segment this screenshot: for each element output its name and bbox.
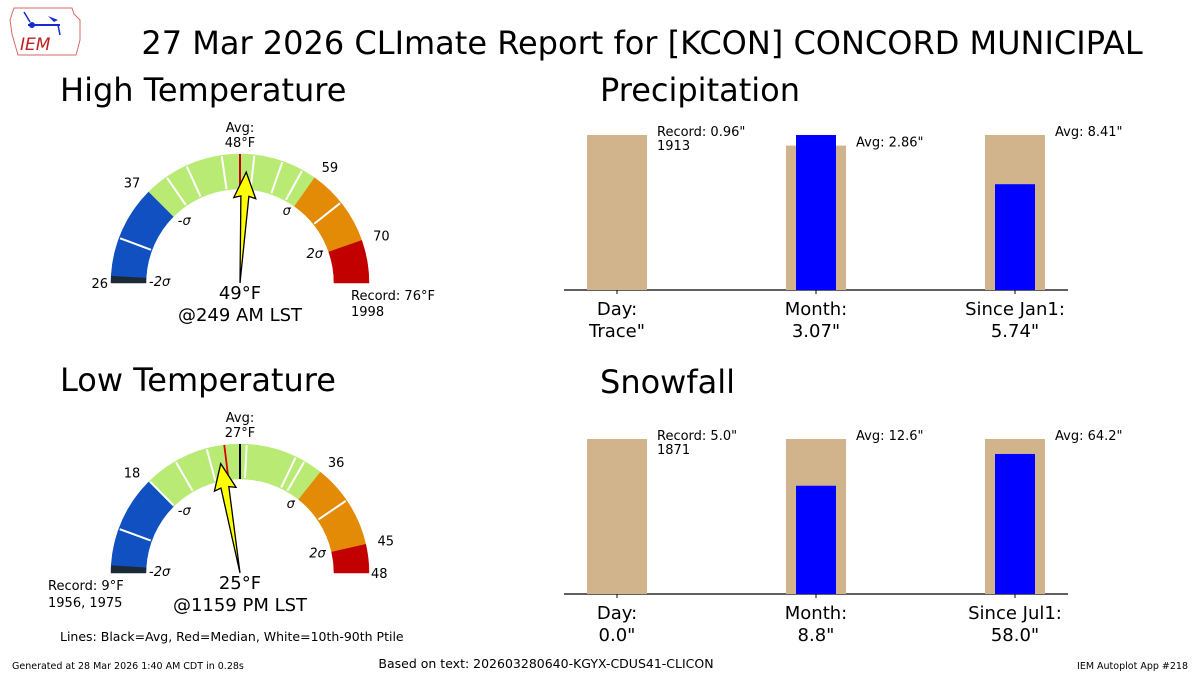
observed-value: 49°F bbox=[219, 283, 261, 304]
avg-label-value: 48°F bbox=[225, 136, 256, 151]
percentile-line bbox=[185, 166, 202, 198]
bar-annotation: Avg: 2.86" bbox=[856, 136, 924, 151]
category-label: Day: bbox=[597, 299, 637, 320]
percentile-line bbox=[270, 161, 284, 194]
observed-bar bbox=[796, 135, 836, 290]
category-value: 8.8" bbox=[798, 625, 835, 646]
lines-legend: Lines: Black=Avg, Red=Median, White=10th… bbox=[60, 629, 404, 644]
percentile-line bbox=[286, 461, 305, 492]
observed-bar bbox=[995, 184, 1035, 290]
category-value: 58.0" bbox=[991, 625, 1039, 646]
percentile-line bbox=[313, 202, 341, 225]
observed-bar bbox=[995, 453, 1035, 594]
record-label: Record: 76°F bbox=[351, 289, 435, 304]
percentile-line bbox=[149, 481, 175, 506]
percentile-line bbox=[166, 177, 187, 206]
gauge-sigma-label: -2σ bbox=[149, 565, 171, 580]
iem-logo: IEM bbox=[9, 7, 81, 56]
precipitation-bar-chart: Day:Trace" Record: 0.96"1913 Month:3.07" Av… bbox=[564, 125, 1123, 342]
bar-annotation: 1913 bbox=[657, 139, 690, 154]
panel-title-snowfall: Snowfall bbox=[600, 363, 735, 401]
gauge-sigma-label: 2σ bbox=[309, 546, 326, 561]
needle-arrow bbox=[213, 462, 241, 574]
needle-arrow bbox=[232, 170, 257, 284]
bar-annotation: Record: 0.96" bbox=[657, 125, 745, 140]
gauge-tick-label: 37 bbox=[124, 176, 141, 191]
gauge-tick-label: 45 bbox=[377, 535, 394, 550]
gauge-sigma-label: -σ bbox=[178, 214, 192, 229]
gauge-tick-label: 18 bbox=[124, 466, 141, 481]
bar-annotation: Avg: 64.2" bbox=[1055, 429, 1123, 444]
page-title: 27 Mar 2026 CLImate Report for [KCON] CO… bbox=[141, 24, 1142, 62]
gauge-sigma-label: σ bbox=[287, 497, 296, 512]
gauge-band-red bbox=[328, 240, 370, 284]
percentile-line bbox=[280, 457, 297, 488]
category-label: Month: bbox=[785, 299, 847, 320]
percentile-line bbox=[205, 449, 217, 482]
high-temperature-gauge: 26 37 59 70 -2σ -σ σ 2σ Avg:48°F 49°F@249 AM LST R… bbox=[91, 121, 435, 326]
observed-value: 25°F bbox=[219, 573, 261, 594]
gauge-tick-label: 36 bbox=[328, 456, 345, 471]
category-label: Day: bbox=[597, 603, 637, 624]
gauge-tick-label: 48 bbox=[371, 567, 388, 582]
panel-title-precipitation: Precipitation bbox=[600, 71, 800, 109]
gauge-sigma-label: -2σ bbox=[149, 275, 171, 290]
gauge-sigma-label: -σ bbox=[178, 504, 192, 519]
logo-text: IEM bbox=[20, 35, 51, 55]
gauge-band-red bbox=[331, 543, 370, 574]
gauge-sigma-label: σ bbox=[283, 204, 292, 219]
app-id: IEM Autoplot App #218 bbox=[1077, 661, 1188, 672]
category-label: Since Jul1: bbox=[968, 603, 1062, 624]
avg-label-caption: Avg: bbox=[226, 411, 254, 426]
avg-label-caption: Avg: bbox=[226, 121, 254, 136]
generated-timestamp: Generated at 28 Mar 2026 1:40 AM CDT in … bbox=[12, 661, 244, 672]
record-year: 1956, 1975 bbox=[48, 596, 122, 611]
percentile-line bbox=[285, 170, 303, 201]
bar-annotation: 1871 bbox=[657, 443, 690, 458]
reference-bar bbox=[587, 135, 647, 290]
gauge-tick-label: 59 bbox=[322, 161, 339, 176]
panel-title-high-temperature: High Temperature bbox=[60, 71, 346, 109]
category-label: Since Jan1: bbox=[965, 299, 1065, 320]
observed-bar bbox=[796, 485, 836, 594]
percentile-line bbox=[175, 461, 194, 492]
avg-label-value: 27°F bbox=[225, 426, 256, 441]
record-year: 1998 bbox=[351, 305, 384, 320]
category-value: 0.0" bbox=[599, 625, 636, 646]
bar-annotation: Avg: 8.41" bbox=[1055, 125, 1123, 140]
gauge-tick-label: 26 bbox=[91, 277, 108, 292]
record-label: Record: 9°F bbox=[48, 579, 124, 594]
category-value: Trace" bbox=[588, 321, 645, 342]
observed-time: @1159 PM LST bbox=[173, 595, 308, 616]
percentile-line bbox=[249, 155, 256, 189]
bar-annotation: Record: 5.0" bbox=[657, 429, 737, 444]
observed-time: @249 AM LST bbox=[178, 305, 303, 326]
category-label: Month: bbox=[785, 603, 847, 624]
gauge-tick-label: 70 bbox=[373, 229, 390, 244]
category-value: 3.07" bbox=[792, 321, 840, 342]
percentile-line bbox=[243, 445, 248, 479]
source-text-id: Based on text: 202603280640-KGYX-CDUS41-… bbox=[378, 656, 713, 671]
gauge-sigma-label: 2σ bbox=[307, 247, 324, 262]
percentile-line bbox=[317, 500, 347, 521]
reference-bar bbox=[587, 439, 647, 594]
percentile-line bbox=[119, 237, 152, 251]
percentile-line bbox=[220, 156, 228, 190]
low-temperature-gauge: 18 36 45 48 -2σ -σ σ 2σ Avg:27°F 25°F@1159 PM LST… bbox=[48, 411, 394, 616]
panel-title-low-temperature: Low Temperature bbox=[60, 361, 336, 399]
snowfall-bar-chart: Day:0.0" Record: 5.0"1871 Month:8.8" Avg: 1… bbox=[564, 429, 1123, 646]
percentile-line bbox=[119, 528, 152, 542]
category-value: 5.74" bbox=[991, 321, 1039, 342]
bar-annotation: Avg: 12.6" bbox=[856, 429, 924, 444]
